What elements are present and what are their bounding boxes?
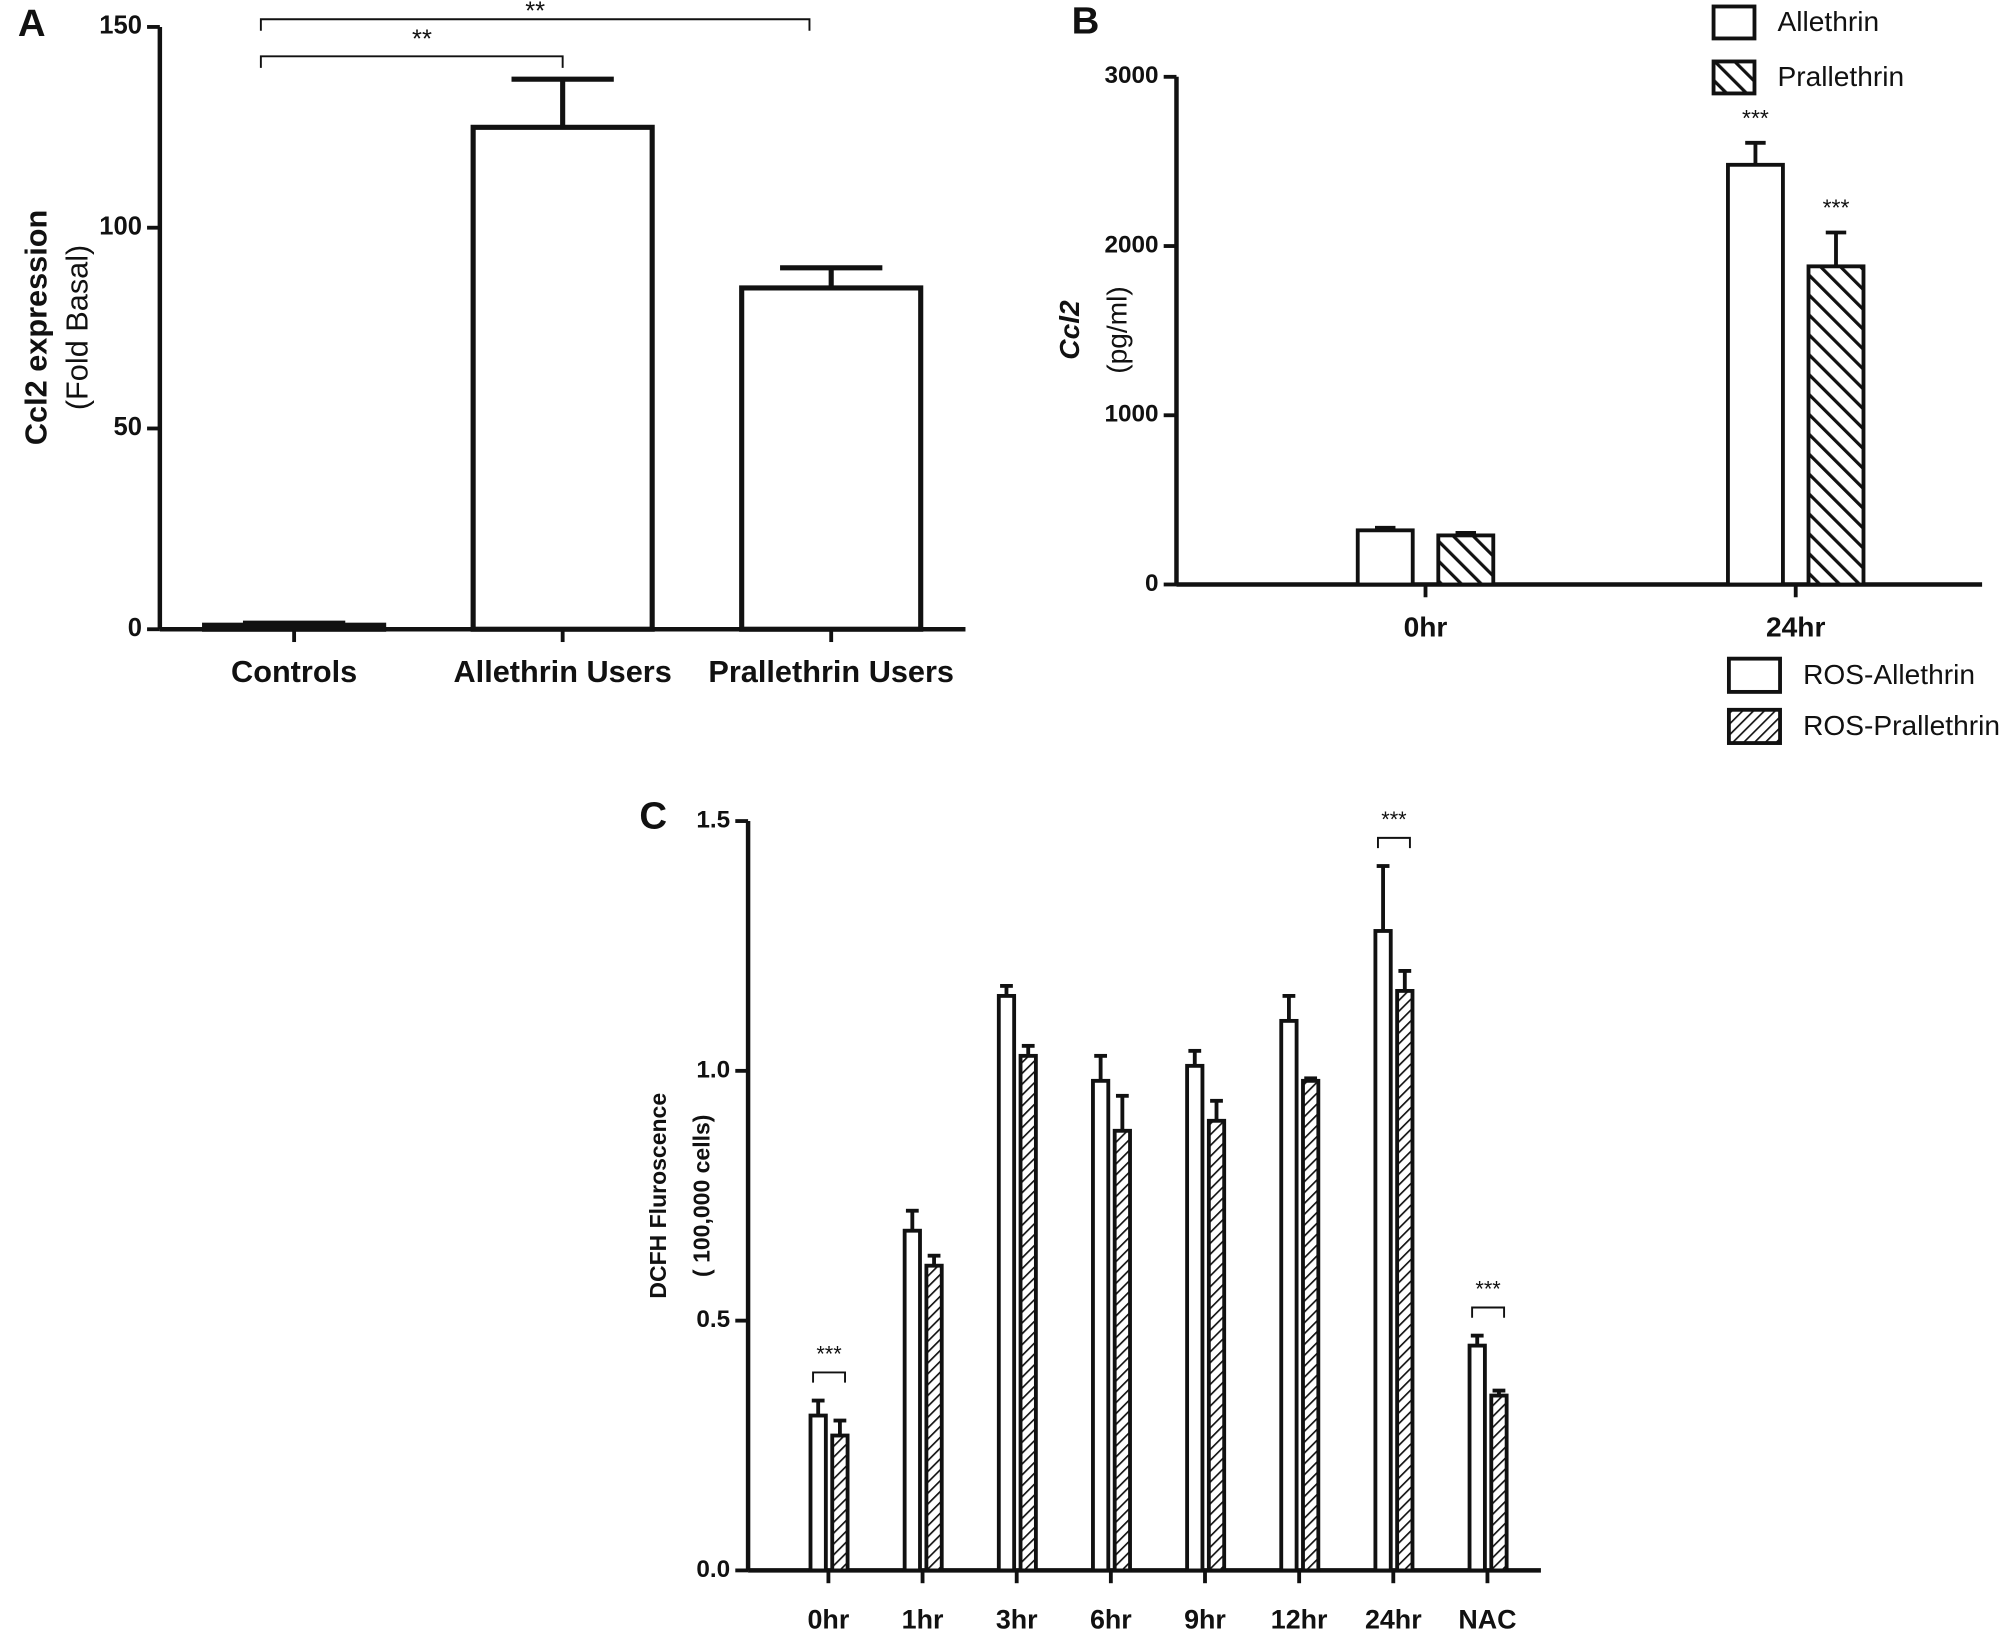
- significance: ***: [1381, 807, 1407, 832]
- legend-label: Prallethrin: [1777, 61, 1904, 92]
- bracket: [1376, 836, 1411, 849]
- bar: [1395, 988, 1415, 1573]
- legend-swatch: [1726, 707, 1782, 745]
- y-tick-label: 50: [114, 413, 142, 441]
- panel-letter: C: [639, 795, 667, 838]
- bar: [202, 622, 387, 632]
- panel-letter: B: [1072, 0, 1100, 42]
- x-tick-label: Allethrin Users: [454, 654, 672, 689]
- bar: [808, 1413, 828, 1573]
- bar: [1806, 264, 1866, 587]
- bar: [1726, 162, 1785, 587]
- panel: A Ccl2 expression (Fold Basal) 0 50 100 150 Con…: [18, 0, 966, 689]
- bar: [924, 1263, 944, 1573]
- y-tick-label: 0.0: [696, 1556, 730, 1583]
- bracket: [812, 1371, 846, 1383]
- bar: [996, 993, 1017, 1573]
- x-tick-label: 24hr: [1365, 1605, 1422, 1635]
- x-tick-label: 9hr: [1184, 1605, 1226, 1635]
- x-tick-label: 1hr: [902, 1605, 944, 1635]
- significance: **: [525, 0, 545, 26]
- y-axis-label: Ccl2: [1054, 300, 1085, 360]
- legend-swatch: [1711, 59, 1757, 96]
- y-tick-label: 150: [99, 12, 142, 40]
- x-tick-label: 12hr: [1271, 1605, 1328, 1635]
- bar: [1489, 1393, 1509, 1573]
- legend-label: Allethrin: [1777, 6, 1879, 37]
- x-tick-label: NAC: [1458, 1605, 1516, 1635]
- bracket: [259, 55, 564, 68]
- y-axis-label: DCFH Fluroscence: [645, 1093, 671, 1299]
- bracket: [259, 18, 811, 31]
- x-tick-label: Prallethrin Users: [708, 654, 954, 689]
- bar: [739, 285, 924, 632]
- bar: [1091, 1078, 1111, 1573]
- panel: B Ccl2 (pg/ml) 0 1000 2000 3000 0hr 24hr Allethri…: [1054, 0, 1983, 643]
- bar: [1206, 1118, 1227, 1573]
- significance: **: [412, 26, 432, 54]
- legend-label: ROS-Prallethrin: [1803, 710, 2000, 741]
- bar: [1436, 533, 1496, 587]
- significance: ***: [1475, 1277, 1501, 1302]
- panel: C DCFH Fluroscence ( 100,000 cells) 0.0 0.5 1…: [639, 656, 2000, 1635]
- legend-swatch: [1726, 656, 1782, 694]
- y-axis-label: (pg/ml): [1101, 286, 1132, 374]
- bar: [1467, 1343, 1487, 1573]
- y-tick-label: 1.5: [696, 806, 730, 833]
- y-tick-label: 0.5: [696, 1306, 730, 1333]
- significance: ***: [1823, 195, 1850, 221]
- bar: [1112, 1128, 1132, 1573]
- y-tick-label: 100: [99, 212, 142, 240]
- x-tick-label: 3hr: [996, 1605, 1038, 1635]
- panel-letter: A: [18, 2, 46, 45]
- x-tick-label: 0hr: [1404, 612, 1448, 643]
- y-tick-label: 0: [128, 614, 142, 642]
- y-tick-label: 2000: [1105, 231, 1159, 258]
- y-axis-label: (Fold Basal): [59, 245, 94, 410]
- y-tick-label: 1.0: [696, 1056, 730, 1083]
- x-tick-label: Controls: [231, 654, 357, 689]
- bar: [1018, 1053, 1038, 1573]
- x-tick-label: 0hr: [808, 1605, 850, 1635]
- significance: ***: [816, 1342, 842, 1367]
- legend-label: ROS-Allethrin: [1803, 659, 1975, 690]
- bar: [1185, 1063, 1205, 1573]
- y-axis-label: Ccl2 expression: [18, 210, 53, 445]
- x-tick-label: 24hr: [1766, 612, 1825, 643]
- x-tick-label: 6hr: [1090, 1605, 1132, 1635]
- legend-swatch: [1711, 4, 1757, 41]
- bar: [1355, 528, 1415, 587]
- y-tick-label: 3000: [1105, 62, 1159, 89]
- bar: [1373, 929, 1393, 1573]
- bar: [470, 124, 655, 632]
- bar: [830, 1433, 850, 1573]
- y-tick-label: 0: [1145, 570, 1159, 597]
- bracket: [1471, 1306, 1506, 1318]
- bar: [1279, 1018, 1299, 1573]
- significance: ***: [1742, 105, 1769, 131]
- y-axis-label: ( 100,000 cells): [688, 1115, 714, 1277]
- y-tick-label: 1000: [1105, 401, 1159, 428]
- bar: [902, 1228, 922, 1573]
- bar: [1301, 1078, 1321, 1573]
